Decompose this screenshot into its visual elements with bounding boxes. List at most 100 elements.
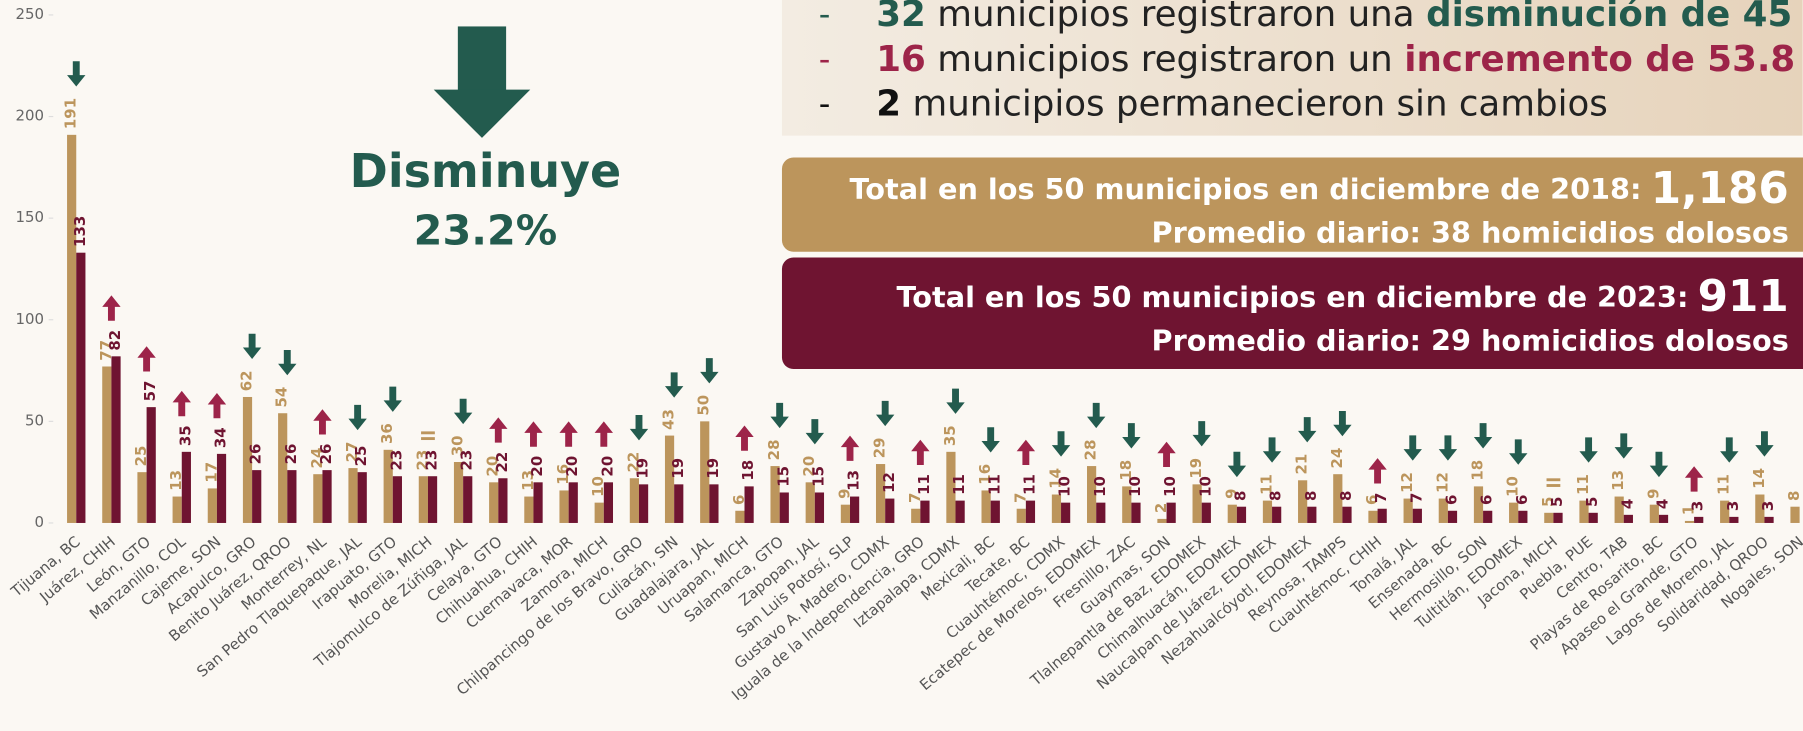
value-label: 43 [660,409,678,430]
bar [102,366,112,523]
bar [137,472,147,523]
down-arrow [770,402,789,429]
value-label: 12 [1433,472,1451,493]
value-label: 28 [765,440,783,461]
down-arrow [981,427,1000,453]
bar [357,472,367,523]
bar [1509,502,1519,523]
bar [946,451,956,523]
down-arrow [629,415,649,441]
bullet: 16 municipios registraron un incremento de… [876,39,1795,80]
up-arrow [313,409,332,435]
box-2018-text: Total en los 50 municipios en diciembre … [850,163,1789,214]
value-label: 11 [985,474,1003,495]
value-label: 54 [273,387,291,408]
bar [181,451,191,523]
up-arrow [735,425,754,451]
value-label: 20 [563,456,581,477]
bar [1614,496,1624,523]
up-arrow [1016,439,1036,465]
value-label: 77 [97,340,115,361]
bar [76,252,86,523]
bullet-number: 32 [876,0,926,35]
bar [1192,484,1202,523]
bar [1694,516,1704,523]
value-label: 23 [458,450,476,471]
callout-arrow [433,89,531,138]
value-label: 15 [774,466,792,487]
bar [1377,508,1387,523]
bar [252,470,262,523]
value-label: 35 [176,425,194,446]
bar [1087,466,1097,523]
total: 911 [1698,271,1789,322]
value-label: 57 [141,381,159,402]
value-label: 19 [634,458,652,479]
bar [850,496,860,523]
bar [1342,506,1352,523]
bar [146,407,156,523]
value-label: 8 [1337,491,1355,501]
value-label: 24 [1328,448,1346,469]
value-label: 28 [1082,440,1100,461]
bar [1333,474,1343,523]
callout-arrow [457,26,507,91]
value-label: 11 [1715,474,1733,495]
value-label: 13 [845,470,863,491]
value-label: 18 [1117,460,1135,481]
value-label: 20 [528,456,546,477]
bar [427,476,438,523]
down-arrow [664,372,684,398]
bar [216,453,227,523]
bar [1201,502,1211,523]
value-label: 8 [1302,491,1320,501]
down-arrow [1262,437,1282,463]
value-label: 8 [1231,491,1249,501]
down-arrow [242,333,262,360]
value-label: 16 [976,464,994,485]
bar [911,508,921,523]
bar [629,478,639,523]
bar [1412,508,1422,523]
box-2018 [781,157,1803,252]
bar [383,449,393,523]
value-label: 17 [202,462,220,483]
down-arrow [67,61,86,87]
bullet-number: 16 [876,39,926,80]
bar [981,490,991,523]
value-label: 11 [1574,474,1592,495]
down-arrow [348,404,367,431]
bar [287,470,297,523]
up-arrow [1368,458,1387,484]
down-arrow [1438,435,1458,461]
value-label: 8 [1785,491,1803,501]
bar [1166,502,1176,523]
bar [1236,506,1247,523]
bar [1298,480,1308,523]
value-label: 15 [809,466,827,487]
up-arrow [1684,466,1704,492]
bar [1483,510,1493,523]
bar [533,482,543,523]
value-label: 7 [1011,493,1029,503]
value-label: 9 [1222,489,1240,499]
value-label: 19 [669,458,687,479]
bar [67,134,77,523]
value-label: 11 [1020,474,1038,495]
up-arrow [137,346,156,372]
value-label: 23 [413,450,431,471]
value-label: 11 [1257,474,1275,495]
value-label: 26 [317,444,335,465]
value-label: 3 [1689,501,1707,511]
bar [805,482,815,523]
value-label: 18 [1468,460,1486,481]
bar [1790,506,1800,523]
value-label: 6 [1513,495,1531,505]
value-label: 9 [835,489,853,499]
value-label: 13 [1609,470,1627,491]
value-label: 25 [132,446,150,467]
bar [1025,500,1036,523]
value-label: 10 [589,476,607,497]
bar [559,490,569,523]
